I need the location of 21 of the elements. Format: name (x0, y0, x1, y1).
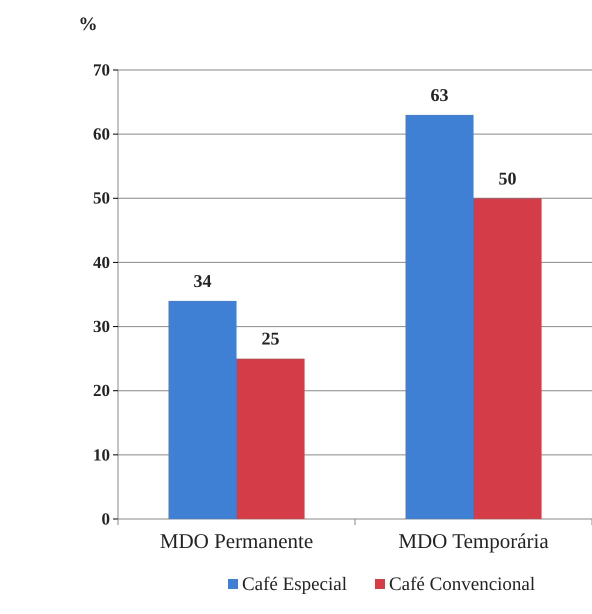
bar (474, 198, 542, 519)
y-tick-label: 60 (93, 124, 110, 144)
bar (168, 300, 236, 519)
y-tick-label: 20 (93, 381, 110, 400)
data-label: 50 (498, 168, 516, 188)
data-label: 25 (262, 328, 280, 349)
y-tick-label: 70 (93, 60, 110, 80)
x-tick-label: MDO Temporária (398, 528, 550, 553)
data-label: 34 (194, 270, 212, 291)
y-tick-label: 30 (93, 317, 110, 336)
legend-label: Café Especial (242, 574, 347, 595)
y-tick-label: 0 (102, 509, 110, 528)
y-axis-title: % (78, 14, 98, 35)
legend-label: Café Convencional (388, 574, 536, 595)
y-tick-label: 40 (93, 252, 110, 272)
bar (236, 358, 304, 519)
bar (406, 114, 474, 519)
data-label: 63 (430, 84, 448, 105)
x-tick-label: MDO Permanente (160, 528, 314, 553)
y-tick-label: 50 (93, 188, 110, 208)
y-tick-label: 10 (93, 445, 110, 464)
